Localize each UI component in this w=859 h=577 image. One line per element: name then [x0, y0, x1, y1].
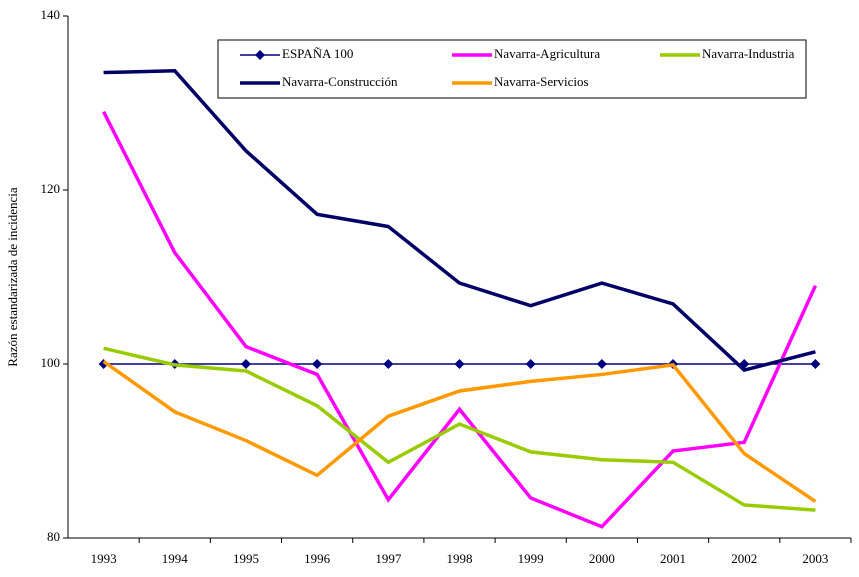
- marker: [525, 359, 536, 369]
- x-tick-label: 1993: [91, 551, 117, 566]
- legend-label: Navarra-Agricultura: [494, 46, 600, 61]
- x-tick-label: 1996: [304, 551, 331, 566]
- x-tick-label: 1999: [518, 551, 544, 566]
- marker: [383, 359, 394, 369]
- legend-box: [217, 39, 807, 99]
- marker: [312, 359, 323, 369]
- x-tick-label: 2001: [660, 551, 686, 566]
- x-tick-label: 1998: [447, 551, 473, 566]
- marker: [810, 359, 821, 369]
- x-tick-label: 1995: [233, 551, 259, 566]
- legend-label: Navarra-Industria: [702, 46, 795, 61]
- y-tick-label: 140: [41, 7, 61, 22]
- legend-label: Navarra-Construcción: [282, 74, 398, 89]
- marker: [240, 359, 251, 369]
- series-line: [102, 359, 817, 503]
- marker: [454, 359, 465, 369]
- x-tick-label: 2000: [589, 551, 615, 566]
- series-line: [102, 110, 818, 529]
- y-tick-label: 100: [41, 355, 61, 370]
- x-tick-label: 1994: [162, 551, 189, 566]
- legend-label: Navarra-Servicios: [494, 74, 589, 89]
- y-tick-label: 80: [47, 529, 60, 544]
- series-line: [103, 346, 816, 512]
- marker: [596, 359, 607, 369]
- legend-marker: [255, 50, 265, 60]
- y-axis-label: Razón estandarizada de incidencia: [5, 187, 20, 367]
- x-tick-label: 2003: [802, 551, 828, 566]
- y-tick-label: 120: [41, 181, 61, 196]
- x-tick-label: 2002: [731, 551, 757, 566]
- legend-label: ESPAÑA 100: [282, 46, 353, 61]
- x-tick-label: 1997: [375, 551, 402, 566]
- series-line: [103, 69, 816, 373]
